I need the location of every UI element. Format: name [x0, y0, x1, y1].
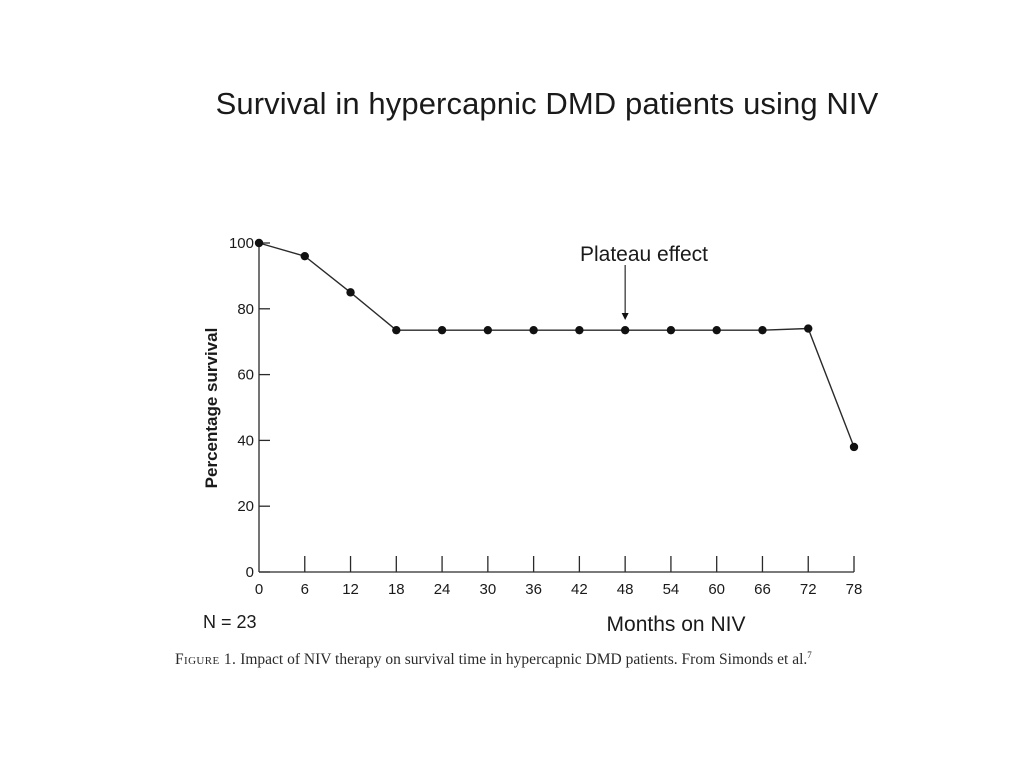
y-tick-label: 100	[229, 235, 254, 252]
y-tick-label: 80	[237, 301, 254, 318]
x-tick-label: 36	[525, 581, 542, 598]
figure-caption: Figure 1. Impact of NIV therapy on survi…	[175, 650, 975, 669]
caption-ref: 7	[807, 650, 812, 660]
data-point	[346, 288, 355, 297]
x-tick-label: 78	[846, 581, 863, 598]
y-axis-label: Percentage survival	[202, 328, 221, 489]
data-point	[804, 324, 813, 333]
x-tick-label: 12	[342, 581, 359, 598]
data-point	[849, 442, 859, 452]
annotation-arrow-head	[621, 312, 629, 320]
x-tick-label: 72	[800, 581, 817, 598]
x-axis-label: Months on NIV	[607, 613, 746, 636]
y-tick-label: 20	[237, 498, 254, 515]
x-axis: 0 6 12 18 24 30 36 42 48 54 60 66 72 78	[255, 556, 863, 598]
data-point	[529, 325, 538, 335]
data-point	[666, 325, 676, 335]
survival-line	[258, 242, 855, 448]
annotation-label: Plateau effect	[580, 243, 708, 266]
x-tick-label: 6	[301, 581, 309, 598]
x-tick-label: 0	[255, 581, 263, 598]
annotation: Plateau effect	[580, 243, 708, 320]
data-point	[620, 325, 630, 335]
data-point	[254, 238, 264, 248]
data-point	[437, 325, 447, 335]
x-tick-label: 66	[754, 581, 771, 598]
data-point	[392, 325, 401, 335]
x-tick-label: 60	[708, 581, 725, 598]
sample-size-note: N = 23	[203, 612, 257, 632]
x-tick-label: 42	[571, 581, 588, 598]
y-axis: 0 20 40 60 80 100	[229, 235, 270, 581]
slide-title: Survival in hypercapnic DMD patients usi…	[215, 86, 879, 121]
data-point	[300, 251, 309, 261]
x-tick-label: 24	[434, 581, 451, 598]
series-line	[258, 242, 855, 448]
series-points	[254, 238, 859, 452]
caption-text: Impact of NIV therapy on survival time i…	[236, 651, 808, 669]
data-point	[483, 325, 493, 335]
y-tick-label: 60	[237, 367, 254, 384]
x-tick-label: 30	[480, 581, 497, 598]
data-point	[575, 325, 584, 335]
x-tick-label: 18	[388, 581, 405, 598]
y-tick-label: 40	[237, 432, 254, 449]
x-tick-label: 54	[663, 581, 680, 598]
data-point	[712, 325, 721, 335]
caption-lead: Figure 1.	[175, 651, 237, 669]
y-tick-label: 0	[246, 564, 254, 581]
data-point	[758, 325, 767, 335]
x-tick-label: 48	[617, 581, 634, 598]
